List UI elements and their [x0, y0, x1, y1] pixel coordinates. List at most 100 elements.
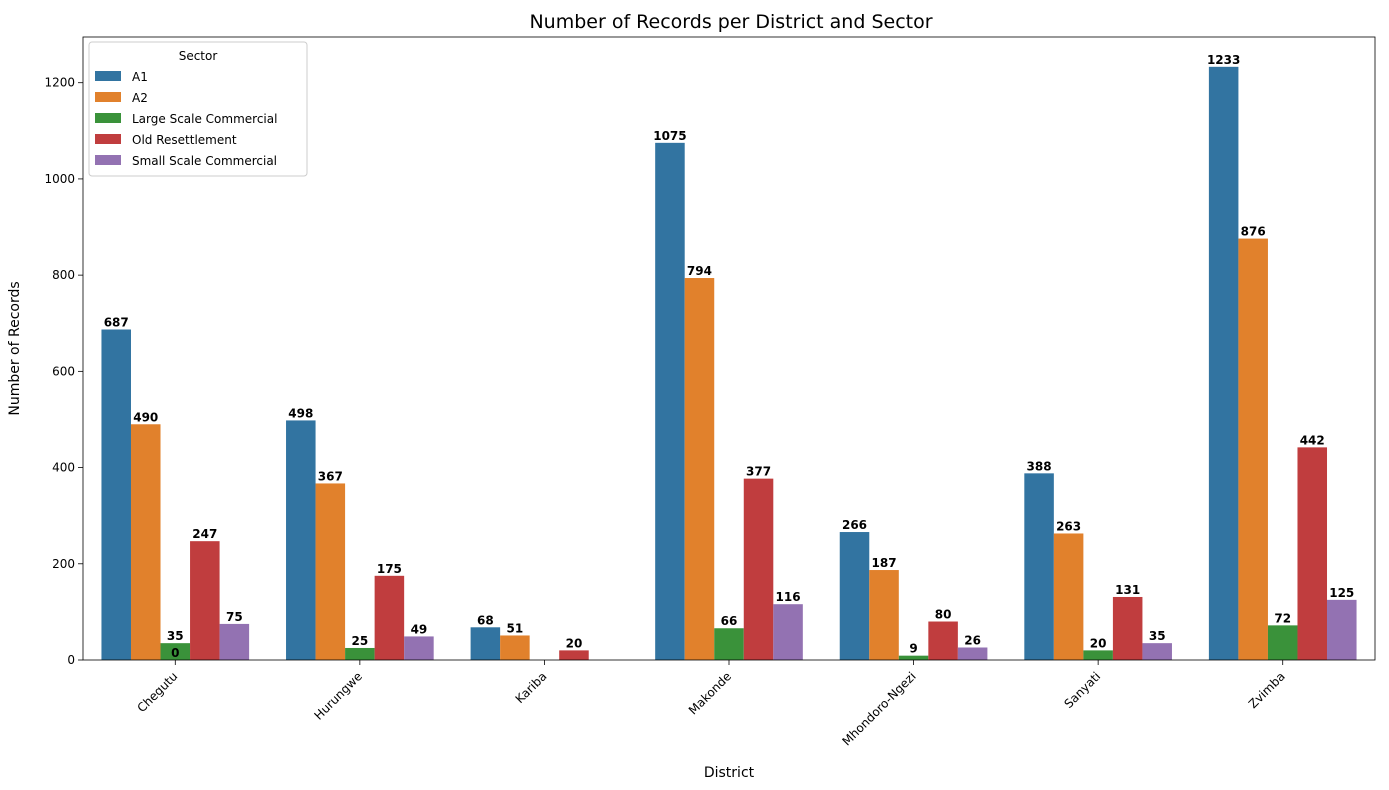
data-label: 68 [477, 613, 494, 627]
x-axis: Chegutu Hurungwe Kariba Makonde Mhondoro-Nge… [135, 660, 1288, 748]
x-tick-label: Makonde [686, 669, 734, 717]
bar-large-scale-commercial-sanyati [1083, 650, 1113, 660]
bar-a2-makonde [684, 278, 715, 660]
y-tick-label: 600 [52, 364, 75, 378]
bar-a1-kariba [470, 627, 501, 660]
bar-small-scale-commercial-mhondoro-ngezi [957, 647, 988, 660]
bar-old-resettlement-makonde [743, 478, 774, 660]
legend-swatch [95, 155, 121, 165]
data-label: 72 [1274, 611, 1291, 625]
data-label: 263 [1056, 519, 1081, 533]
y-tick-label: 400 [52, 461, 75, 475]
data-label: 75 [226, 610, 243, 624]
data-label: 367 [318, 469, 343, 483]
y-tick-label: 0 [67, 653, 75, 667]
y-tick-label: 200 [52, 557, 75, 571]
y-axis-title: Number of Records [7, 281, 23, 415]
x-axis-title: District [704, 765, 755, 781]
legend-title: Sector [179, 49, 218, 63]
data-label: 49 [411, 622, 428, 636]
data-label: 51 [507, 621, 524, 635]
bar-a1-sanyati [1024, 473, 1054, 660]
bar-old-resettlement-chegutu [190, 541, 220, 660]
data-label: 377 [746, 465, 771, 479]
bar-small-scale-commercial-makonde [773, 604, 803, 660]
bar-a1-mhondoro-ngezi [839, 532, 870, 660]
chart-title: Number of Records per District and Secto… [529, 11, 932, 33]
bar-old-resettlement-zvimba [1297, 447, 1328, 660]
legend-entry: A1 [132, 70, 148, 84]
data-label: 20 [1090, 636, 1107, 650]
data-label: 187 [872, 556, 897, 570]
bar-a2-mhondoro-ngezi [869, 570, 899, 660]
legend: Sector A1 A2 Large Scale Commercial Old Rese… [88, 41, 308, 177]
x-tick-label: Hurungwe [312, 669, 365, 722]
data-label: 175 [377, 562, 402, 576]
data-label: 131 [1115, 583, 1140, 597]
legend-swatch [95, 134, 121, 144]
data-label: 35 [1149, 629, 1166, 643]
data-label: 388 [1027, 459, 1052, 473]
data-label: 490 [133, 410, 158, 424]
data-label: 1233 [1207, 53, 1240, 67]
data-label: 116 [776, 590, 801, 604]
data-label: 1075 [653, 129, 686, 143]
bar-a1-chegutu [101, 329, 131, 660]
bar-old-resettlement-sanyati [1112, 596, 1143, 660]
x-tick-label: Sanyati [1061, 669, 1103, 711]
bar-a2-hurungwe [315, 483, 346, 660]
bars-layer [101, 66, 1357, 661]
bar-small-scale-commercial-chegutu [219, 623, 250, 660]
bar-a1-hurungwe [286, 420, 316, 660]
y-tick-label: 1000 [44, 172, 75, 186]
bar-large-scale-commercial-makonde [714, 628, 744, 660]
data-label: 20 [566, 636, 583, 650]
data-label: 876 [1241, 225, 1266, 239]
legend-entry: Old Resettlement [132, 133, 237, 147]
bar-a2-chegutu [130, 424, 161, 660]
x-tick-label: Mhondoro-Ngezi [839, 669, 918, 748]
legend-swatch [95, 92, 121, 102]
bar-a2-zvimba [1238, 238, 1268, 660]
bar-large-scale-commercial-zvimba [1267, 625, 1298, 660]
legend-entry: Small Scale Commercial [132, 154, 277, 168]
bar-large-scale-commercial-mhondoro-ngezi [898, 655, 929, 660]
bar-old-resettlement-hurungwe [374, 575, 405, 660]
data-label: 25 [352, 634, 369, 648]
x-tick-label: Kariba [513, 669, 550, 706]
y-tick-label: 1200 [44, 76, 75, 90]
legend-entry: A2 [132, 91, 148, 105]
y-tick-label: 800 [52, 268, 75, 282]
data-label: 26 [964, 633, 981, 647]
bar-large-scale-commercial-chegutu [160, 643, 191, 660]
y-axis: 0 200 400 600 800 1000 1200 [44, 76, 83, 667]
data-label: 80 [935, 608, 952, 622]
data-label: 35 [167, 629, 184, 643]
x-tick-label: Chegutu [135, 669, 181, 715]
legend-box [88, 41, 308, 177]
data-label: 247 [192, 527, 217, 541]
legend-swatch [95, 113, 121, 123]
bar-a2-kariba [500, 635, 530, 660]
legend-entry: Large Scale Commercial [132, 112, 277, 126]
legend-swatch [95, 71, 121, 81]
bar-old-resettlement-kariba [559, 650, 589, 660]
x-tick-label: Zvimba [1246, 669, 1288, 711]
bar-a2-sanyati [1053, 533, 1084, 660]
bar-small-scale-commercial-sanyati [1142, 643, 1172, 660]
bar-a1-makonde [655, 142, 685, 661]
bar-labels-layer: 6874986810752663881233490367517941872638… [104, 53, 1355, 660]
data-label: 125 [1329, 586, 1354, 600]
data-label: 9 [909, 642, 917, 656]
bar-large-scale-commercial-hurungwe [345, 647, 375, 660]
bar-a1-zvimba [1208, 66, 1239, 660]
bar-old-resettlement-mhondoro-ngezi [928, 621, 958, 660]
data-label: 794 [687, 264, 712, 278]
data-label: 266 [842, 518, 867, 532]
data-label: 66 [721, 614, 738, 628]
data-label: 442 [1300, 433, 1325, 447]
bar-small-scale-commercial-zvimba [1327, 599, 1357, 660]
data-label: 498 [288, 406, 313, 420]
bar-small-scale-commercial-hurungwe [404, 636, 434, 660]
